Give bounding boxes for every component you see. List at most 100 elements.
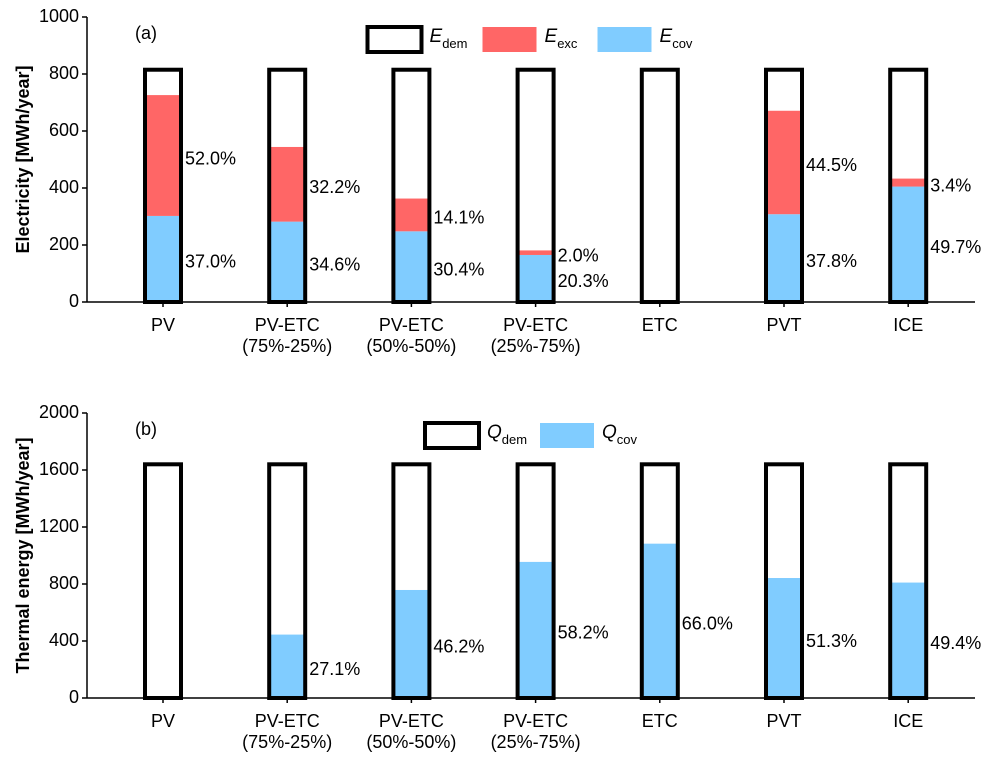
percent-label: 49.4%: [930, 633, 981, 653]
demand-outline: [639, 462, 680, 700]
bar-segment: [393, 589, 430, 698]
x-tick-label-line: PV-ETC: [503, 315, 568, 335]
percent-label: 51.3%: [806, 631, 857, 651]
x-tick-label: ETC: [642, 711, 678, 731]
percent-label: 14.1%: [433, 208, 484, 228]
legend-label: Qdem: [487, 422, 527, 447]
x-tick-label-line: (25%-75%): [491, 336, 581, 356]
y-axis-title: Thermal energy [MWh/year]: [13, 437, 33, 673]
legend-swatch: [540, 423, 594, 448]
bar-segment: [890, 186, 927, 302]
percent-label: 20.3%: [558, 271, 609, 291]
y-tick-label: 800: [49, 573, 79, 593]
bar-segment: [269, 221, 306, 302]
bar-segment: [766, 578, 802, 698]
percent-label: 30.4%: [433, 259, 484, 279]
legend-symbol: E: [430, 26, 443, 47]
y-tick-label: 600: [49, 120, 79, 140]
x-tick-label-line: ICE: [893, 711, 923, 731]
y-tick-label: 1600: [39, 459, 79, 479]
legend-subscript: exc: [557, 36, 578, 51]
legend-subscript: cov: [672, 36, 693, 51]
legend-label: Eexc: [545, 26, 578, 51]
demand-outline: [391, 462, 432, 700]
y-tick-label: 0: [69, 291, 79, 311]
demand-outline: [143, 67, 183, 304]
percent-label: 52.0%: [185, 148, 236, 168]
x-tick-label: PV-ETC (50%-50%): [366, 711, 456, 752]
legend-label: Qcov: [602, 422, 638, 447]
demand-outline: [639, 67, 680, 304]
percent-label: 46.2%: [433, 637, 484, 657]
y-tick-label: 0: [69, 687, 79, 707]
x-tick-label-line: (75%-25%): [242, 336, 332, 356]
legend-symbol: E: [545, 26, 558, 47]
percent-label: 3.4%: [930, 175, 971, 195]
percent-label: 58.2%: [558, 623, 609, 643]
legend-swatch: [597, 27, 652, 52]
panel-label: (a): [135, 23, 157, 43]
x-tick-label: PV-ETC (25%-75%): [491, 711, 581, 752]
bar-segment: [766, 214, 802, 302]
percent-label: 2.0%: [558, 245, 599, 265]
x-tick-label: PV: [151, 711, 175, 731]
y-tick-label: 200: [49, 234, 79, 254]
demand-outline: [143, 462, 183, 700]
demand-outline: [764, 462, 804, 700]
x-tick-label: ICE: [893, 711, 923, 731]
percent-label: 34.6%: [309, 255, 360, 275]
legend-symbol: Q: [602, 422, 617, 443]
demand-outline: [888, 67, 929, 304]
x-tick-label-line: (75%-25%): [242, 732, 332, 752]
y-tick-label: 400: [49, 630, 79, 650]
bar-segment: [517, 250, 554, 255]
x-tick-label-line: PV-ETC: [255, 711, 320, 731]
y-tick-label: 400: [49, 177, 79, 197]
x-tick-label-line: (25%-75%): [491, 732, 581, 752]
panel-label: (b): [135, 419, 157, 439]
demand-outline: [764, 67, 804, 304]
x-tick-label: PV-ETC (75%-25%): [242, 711, 332, 752]
y-axis-title: Electricity [MWh/year]: [13, 65, 33, 253]
legend-subscript: dem: [442, 36, 467, 51]
bar-segment: [890, 582, 927, 698]
bar-segment: [766, 110, 802, 215]
percent-label: 44.5%: [806, 155, 857, 175]
y-tick-label: 1200: [39, 516, 79, 536]
x-tick-label-line: PVT: [766, 315, 801, 335]
demand-outline: [391, 67, 432, 304]
x-tick-label: PV: [151, 315, 175, 335]
bar-segment: [517, 254, 554, 302]
bar-segment: [269, 146, 306, 222]
percent-label: 37.8%: [806, 251, 857, 271]
x-tick-label: PV-ETC (25%-75%): [491, 315, 581, 356]
x-tick-label-line: PV-ETC: [379, 711, 444, 731]
demand-outline: [515, 462, 556, 700]
x-tick-label: PVT: [766, 315, 801, 335]
x-tick-label: PV-ETC (75%-25%): [242, 315, 332, 356]
y-tick-label: 2000: [39, 402, 79, 422]
bar-segment: [145, 215, 181, 302]
legend-label: Edem: [430, 26, 468, 51]
x-tick-label: PVT: [766, 711, 801, 731]
x-tick-label-line: PVT: [766, 711, 801, 731]
x-tick-label-line: ETC: [642, 711, 678, 731]
x-tick-label: ICE: [893, 315, 923, 335]
x-tick-label: PV-ETC (50%-50%): [366, 315, 456, 356]
percent-label: 32.2%: [309, 177, 360, 197]
x-tick-label-line: PV: [151, 315, 175, 335]
x-tick-label: ETC: [642, 315, 678, 335]
legend-subscript: cov: [617, 432, 638, 447]
bar-segment: [517, 561, 554, 698]
percent-label: 27.1%: [309, 659, 360, 679]
bar-segment: [393, 231, 430, 302]
demand-outline: [515, 67, 556, 304]
demand-outline: [267, 67, 308, 304]
legend-subscript: dem: [502, 432, 527, 447]
x-tick-label-line: (50%-50%): [366, 732, 456, 752]
legend-swatch: [423, 421, 481, 450]
bar-segment: [641, 543, 678, 698]
bar-segment: [269, 634, 306, 698]
legend-label: Ecov: [660, 26, 693, 51]
